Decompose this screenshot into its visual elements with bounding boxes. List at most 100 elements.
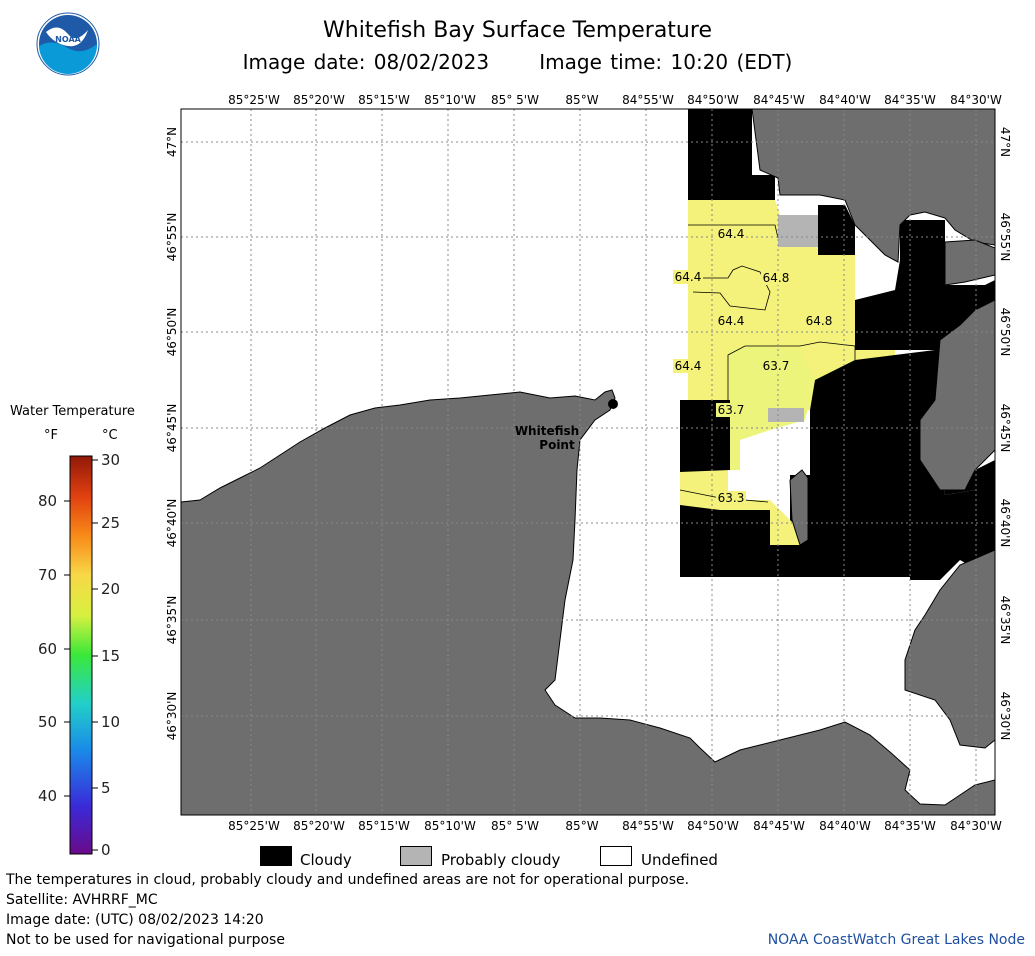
lon-label: 85°25'W [228,93,280,107]
lon-label: 84°40'W [819,93,871,107]
longitude-labels-top: 85°25'W 85°20'W 85°15'W 85°10'W 85° 5'W … [228,93,1002,107]
lat-label: 46°30'N [998,692,1012,741]
legend-c-tick: 0 [101,841,111,859]
lon-label: 84°30'W [950,93,1002,107]
lat-label: 46°40'N [998,499,1012,548]
lon-label: 85°20'W [293,819,345,833]
lon-label: 84°50'W [687,819,739,833]
water-cool-zone [728,345,815,470]
lat-label: 47°N [998,127,1012,157]
legend-unit-c: °C [102,428,118,443]
lon-label: 84°35'W [884,819,936,833]
lon-label: 85°15'W [358,93,410,107]
lon-label: 84°40'W [819,819,871,833]
legend-unit-f: °F [44,428,58,443]
map-frame [180,108,996,816]
isotherm-label: 64.8 [806,314,833,328]
lon-label: 85°10'W [424,819,476,833]
lon-label: 84°30'W [950,819,1002,833]
key-label-probably-cloudy: Probably cloudy [441,851,561,869]
cloud-mask [818,205,855,255]
land-ontario-southeast [919,299,995,491]
lon-label: 85°15'W [358,819,410,833]
graticule [181,109,995,815]
legend-c-tick: 25 [101,514,121,532]
legend-c-tick: 5 [101,779,111,797]
isotherm-label: 63.7 [763,359,790,373]
key-label-cloudy: Cloudy [300,851,352,869]
lon-label: 84°45'W [753,819,805,833]
isotherm-label: 64.4 [675,270,702,284]
lat-label: 46°45'N [998,404,1012,453]
lon-label: 85°W [565,93,598,107]
isotherm-label: 64.4 [718,227,745,241]
lat-label: 47°N [165,127,179,157]
isotherm-label-group: 64.4 64.4 64.8 64.4 64.8 64.4 63.7 63.7 … [673,227,834,505]
key-swatch-probably-cloudy [400,846,432,866]
lat-label: 46°50'N [998,308,1012,357]
legend-c-tick: 30 [101,451,121,469]
image-time: Image time: 10:20 (EDT) [539,50,793,74]
legend-f-tick: 80 [38,492,58,510]
cloud-mask [688,109,775,200]
lon-label: 85°25'W [228,819,280,833]
legend-f-tick: 40 [38,787,58,805]
lon-label: 84°55'W [622,819,674,833]
cloud-mask [680,400,730,472]
legend-f-tick: 50 [38,713,58,731]
longitude-labels-bottom: 85°25'W 85°20'W 85°15'W 85°10'W 85° 5'W … [228,819,1002,833]
land-upper-peninsula-michigan [181,389,995,815]
isotherm-label: 63.7 [718,403,745,417]
key-label-undefined: Undefined [641,851,718,869]
legend-c-tick: 20 [101,580,121,598]
map-title: Whitefish Bay Surface Temperature [323,18,712,43]
legend-f-tick: 60 [38,640,58,658]
temperature-color-bar [69,455,93,855]
lon-label: 84°35'W [884,93,936,107]
land-ontario-lower [904,549,995,749]
isotherm-label: 64.4 [718,314,745,328]
lon-label: 85°10'W [424,93,476,107]
lat-label: 46°55'N [165,213,179,262]
isotherm-label: 64.8 [763,271,790,285]
isotherm-label: 63.3 [718,491,745,505]
lat-label: 46°55'N [998,213,1012,262]
lon-label: 84°50'W [687,93,739,107]
footer-credit: NOAA CoastWatch Great Lakes Node [767,932,1025,948]
lon-label: 84°45'W [753,93,805,107]
lon-label: 85°20'W [293,93,345,107]
legend-title: Water Temperature [10,404,135,419]
footer-navigation-warning: Not to be used for navigational purpose [6,932,285,948]
cloud-mask [680,505,770,545]
place-label-whitefish: Whitefish [515,424,579,438]
image-date-time: Image date: 08/02/2023 Image time: 10:20… [0,50,1035,74]
lat-label: 46°30'N [165,692,179,741]
lon-label: 84°55'W [622,93,674,107]
probably-cloudy-patch [768,408,804,422]
lat-label: 46°35'N [165,596,179,645]
logo-text: NOAA [55,35,81,44]
lat-label: 46°35'N [998,596,1012,645]
key-swatch-undefined [600,846,632,866]
place-label-point: Point [539,438,575,452]
lat-label: 46°40'N [165,499,179,548]
noaa-logo-icon: NOAA [36,12,100,76]
image-date: Image date: 08/02/2023 [242,50,490,74]
legend-c-tick: 15 [101,647,121,665]
latitude-labels-left: 47°N 46°55'N 46°50'N 46°45'N 46°40'N 46°… [165,127,179,741]
isotherm-label: 64.4 [675,359,702,373]
latitude-labels-right: 47°N 46°55'N 46°50'N 46°45'N 46°40'N 46°… [998,127,1012,741]
legend-f-tick: 70 [38,566,58,584]
lon-label: 85°W [565,819,598,833]
color-bar-ticks [64,459,98,851]
probably-cloudy-patch [778,215,820,247]
legend-c-tick: 10 [101,713,121,731]
footer-utc-date: Image date: (UTC) 08/02/2023 14:20 [6,912,264,928]
lat-label: 46°45'N [165,404,179,453]
lon-label: 85° 5'W [491,819,539,833]
land-ontario-east [944,239,995,286]
footer-satellite: Satellite: AVHRRF_MC [6,892,158,908]
footer-disclaimer: The temperatures in cloud, probably clou… [6,872,690,888]
whitefish-point-marker [608,399,618,409]
